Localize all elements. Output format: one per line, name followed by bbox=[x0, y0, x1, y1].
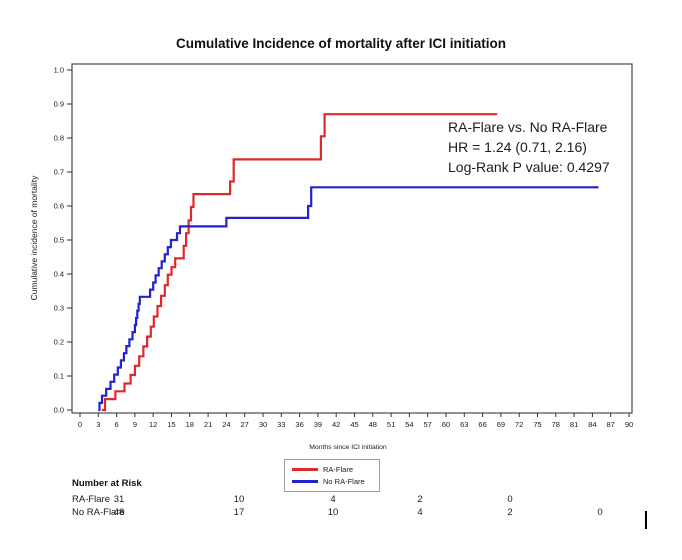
y-axis-ticks: 0.0 0.1 0.2 0.3 0.4 0.5 0.6 0.7 0.8 0.9 1.0 bbox=[54, 66, 72, 415]
x-tick-label: 6 bbox=[115, 420, 119, 429]
risk-table-header: Number at Risk bbox=[72, 478, 142, 489]
y-tick-label: 0.4 bbox=[54, 270, 64, 279]
x-tick-label: 72 bbox=[515, 420, 523, 429]
annotation-logrank-p: Log-Rank P value: 0.4297 bbox=[448, 159, 610, 175]
risk-count: 0 bbox=[507, 494, 513, 505]
x-tick-label: 78 bbox=[552, 420, 560, 429]
y-tick-label: 0.6 bbox=[54, 202, 64, 211]
y-tick-label: 0.1 bbox=[54, 372, 64, 381]
stats-annotation: RA-Flare vs. No RA-Flare HR = 1.24 (0.71… bbox=[448, 117, 668, 177]
x-tick-label: 57 bbox=[424, 420, 432, 429]
x-tick-label: 69 bbox=[497, 420, 505, 429]
legend-label: No RA-Flare bbox=[323, 477, 365, 486]
risk-count: 4 bbox=[330, 494, 336, 505]
x-tick-label: 0 bbox=[78, 420, 82, 429]
legend-entry-no-ra-flare: No RA-Flare bbox=[292, 477, 379, 486]
y-tick-label: 1.0 bbox=[54, 66, 64, 75]
legend-entry-ra-flare: RA-Flare bbox=[292, 465, 379, 474]
x-tick-label: 36 bbox=[295, 420, 303, 429]
x-tick-label: 3 bbox=[96, 420, 100, 429]
y-tick-label: 0.0 bbox=[54, 406, 64, 415]
x-axis-ticks: 0 3 6 9 12 15 18 21 24 27 30 33 36 39 42 45 48 51 54 57 60 63… bbox=[78, 413, 633, 429]
risk-count: 10 bbox=[233, 494, 245, 505]
x-tick-label: 51 bbox=[387, 420, 395, 429]
text-cursor bbox=[645, 511, 647, 529]
no-ra-flare-line-swatch bbox=[292, 480, 318, 483]
series-curve-no-ra-flare bbox=[98, 186, 599, 412]
x-tick-label: 42 bbox=[332, 420, 340, 429]
x-tick-label: 66 bbox=[478, 420, 486, 429]
x-tick-label: 75 bbox=[533, 420, 541, 429]
legend-box: RA-Flare No RA-Flare bbox=[284, 459, 380, 492]
x-tick-label: 30 bbox=[259, 420, 267, 429]
plot-border bbox=[71, 63, 633, 414]
series-curve-ra-flare bbox=[102, 113, 498, 412]
x-tick-label: 84 bbox=[588, 420, 596, 429]
y-tick-label: 0.2 bbox=[54, 338, 64, 347]
risk-count: 10 bbox=[327, 507, 339, 518]
y-tick-label: 0.3 bbox=[54, 304, 64, 313]
y-tick-label: 0.5 bbox=[54, 236, 64, 245]
x-tick-label: 54 bbox=[405, 420, 413, 429]
risk-count: 2 bbox=[507, 507, 513, 518]
x-tick-label: 90 bbox=[625, 420, 633, 429]
risk-count: 2 bbox=[417, 494, 423, 505]
y-tick-label: 0.9 bbox=[54, 100, 64, 109]
risk-count: 31 bbox=[113, 494, 125, 505]
risk-count: 17 bbox=[233, 507, 245, 518]
x-tick-label: 27 bbox=[241, 420, 249, 429]
x-tick-label: 24 bbox=[222, 420, 230, 429]
risk-count: 4 bbox=[417, 507, 423, 518]
x-tick-label: 9 bbox=[133, 420, 137, 429]
x-tick-label: 15 bbox=[167, 420, 175, 429]
x-tick-label: 87 bbox=[607, 420, 615, 429]
x-tick-label: 18 bbox=[186, 420, 194, 429]
x-tick-label: 60 bbox=[442, 420, 450, 429]
chart-title: Cumulative Incidence of mortality after … bbox=[175, 36, 507, 51]
series-paths bbox=[98, 113, 599, 412]
x-tick-label: 21 bbox=[204, 420, 212, 429]
risk-count: 0 bbox=[597, 507, 603, 518]
survival-plot: 0.00.10.20.30.40.50.60.70.80.91.0 0 3 6 9 12… bbox=[29, 63, 633, 451]
x-tick-label: 33 bbox=[277, 420, 285, 429]
x-tick-label: 81 bbox=[570, 420, 578, 429]
annotation-hazard-ratio: HR = 1.24 (0.71, 2.16) bbox=[448, 139, 587, 155]
risk-row-label: No RA-Flare bbox=[72, 507, 125, 518]
y-tick-label: 0.8 bbox=[54, 134, 64, 143]
x-tick-label: 39 bbox=[314, 420, 322, 429]
y-axis-title: Cumulative incidence of mortality bbox=[29, 175, 39, 300]
y-tick-label: 0.7 bbox=[54, 168, 64, 177]
x-axis-title: Months since ICI initiation bbox=[309, 444, 387, 451]
x-tick-label: 48 bbox=[369, 420, 377, 429]
risk-row-label: RA-Flare bbox=[72, 494, 111, 505]
legend-label: RA-Flare bbox=[323, 465, 354, 474]
annotation-comparison: RA-Flare vs. No RA-Flare bbox=[448, 119, 608, 135]
x-tick-label: 45 bbox=[350, 420, 358, 429]
ra-flare-line-swatch bbox=[292, 468, 318, 471]
risk-count: 48 bbox=[113, 507, 125, 518]
x-tick-label: 63 bbox=[460, 420, 468, 429]
x-tick-label: 12 bbox=[149, 420, 157, 429]
